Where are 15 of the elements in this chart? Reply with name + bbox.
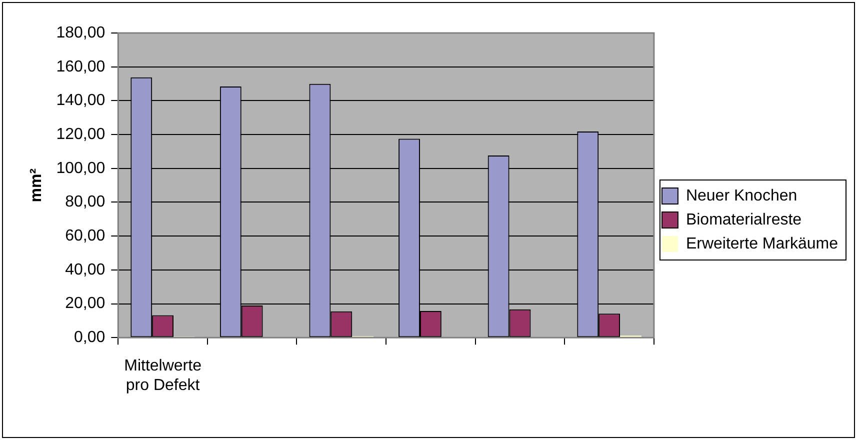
y-tick-label: 100,00 — [56, 160, 106, 177]
legend-label: Biomaterialreste — [686, 211, 802, 228]
y-tick-label: 160,00 — [56, 58, 106, 76]
y-tick-label: 140,00 — [56, 92, 106, 110]
y-tick-label: 0,00 — [74, 329, 106, 346]
y-tick-label: 20,00 — [65, 295, 106, 312]
y-tick-label: 60,00 — [65, 227, 106, 244]
legend-label: Neuer Knochen — [686, 187, 798, 204]
y-tick-label: 180,00 — [56, 24, 106, 42]
y-tick-label: 120,00 — [56, 126, 106, 143]
y-tick-label: 40,00 — [65, 261, 106, 278]
legend-label: Erweiterte Markäume — [686, 235, 838, 252]
x-tick-label: Mittelwerte pro Defekt — [124, 358, 202, 394]
y-tick-label: 80,00 — [65, 194, 106, 211]
y-axis-title: mm² — [28, 168, 46, 202]
